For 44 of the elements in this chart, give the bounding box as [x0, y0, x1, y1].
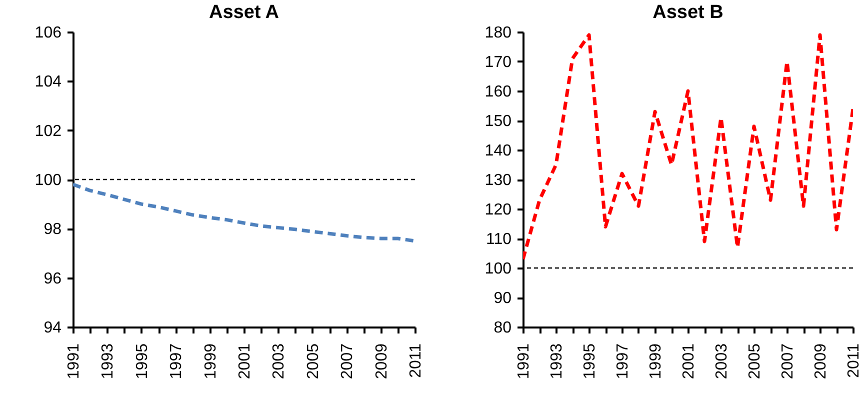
y-tick-label: 150	[484, 113, 512, 130]
y-tick-label: 110	[486, 231, 512, 248]
x-tick-label: 1993	[548, 343, 566, 380]
y-tick-label: 96	[44, 270, 62, 288]
line-series	[523, 33, 853, 261]
x-tick-label: 1999	[202, 343, 220, 380]
y-tick-label: 100	[484, 260, 512, 278]
y-tick-label: 98	[44, 221, 62, 238]
y-tick-label: 130	[484, 172, 512, 189]
x-tick-label: 2005	[304, 343, 322, 380]
y-tick-label: 140	[484, 142, 512, 160]
x-tick-label: 2003	[714, 343, 730, 380]
x-tick-label: 1995	[134, 343, 151, 380]
y-tick-label: 94	[44, 320, 62, 336]
y-tick-label: 120	[484, 202, 512, 218]
x-tick-label: 1991	[516, 343, 532, 380]
x-tick-label: 2007	[780, 343, 796, 380]
x-tick-label: 1997	[614, 343, 632, 380]
x-tick-label: 1993	[100, 343, 117, 380]
x-tick-label: 1997	[168, 343, 186, 380]
chart-title: Asset A	[208, 2, 280, 23]
x-tick-label: 2005	[746, 343, 764, 380]
line-series	[73, 182, 415, 243]
x-tick-label: 1991	[66, 343, 82, 380]
y-tick-label: 180	[484, 24, 512, 42]
y-tick-label: 80	[494, 320, 512, 336]
x-tick-label: 1995	[582, 343, 598, 380]
x-tick-label: 2009	[812, 343, 830, 380]
x-tick-label: 2007	[339, 343, 356, 380]
y-tick-label: 100	[34, 172, 62, 189]
chart-title: Asset B	[652, 2, 724, 23]
x-tick-label: 2011	[846, 343, 862, 378]
x-tick-label: 2001	[680, 343, 698, 380]
x-tick-label: 1999	[648, 343, 664, 380]
y-tick-label: 90	[494, 290, 512, 307]
x-tick-label: 2001	[236, 343, 254, 380]
x-tick-label: 2011	[408, 343, 424, 378]
y-tick-label: 104	[34, 74, 62, 91]
x-tick-label: 2003	[270, 343, 288, 380]
y-tick-label: 102	[34, 122, 62, 140]
y-tick-label: 106	[34, 24, 62, 42]
y-tick-label: 170	[484, 54, 512, 71]
y-tick-label: 160	[484, 84, 512, 100]
x-tick-label: 2009	[373, 343, 390, 380]
